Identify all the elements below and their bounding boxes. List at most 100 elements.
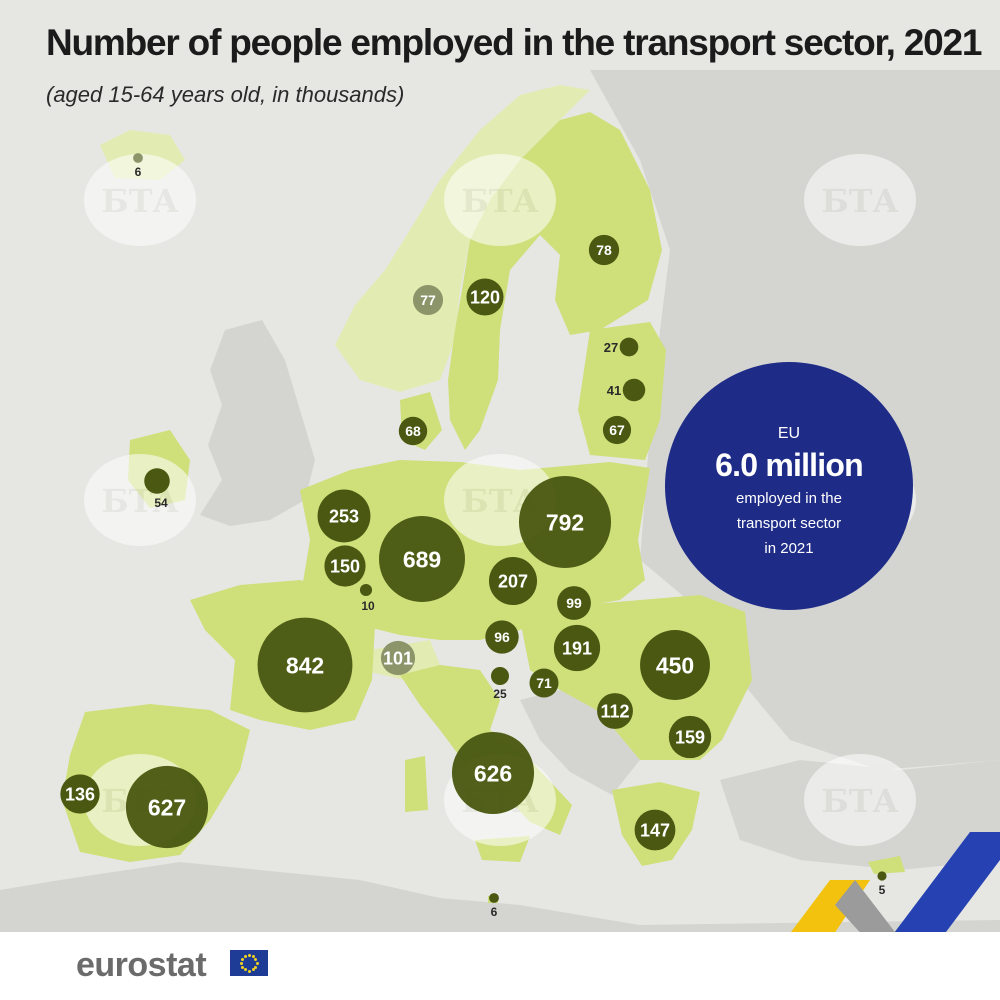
footer [0,932,1000,1000]
bubble-value-label: 54 [154,496,168,510]
watermark-9: БТА [804,754,916,846]
map-bubble: 99 [557,586,591,620]
bubble-marker [125,765,209,849]
bubble-marker [602,415,632,445]
map-bubble: 120 [466,278,504,316]
map-bubble: 792 [518,475,612,569]
bubble-value-label: 792 [546,509,584,535]
eurostat-logo: eurostat [76,946,207,984]
map-bubble: 159 [668,715,712,759]
flag-star [251,954,255,958]
bubble-layer: 6 78 77 120 27 41 67 68 54 253 150 10 689 792 207 99 96 1… [60,153,887,919]
bubble-marker [588,234,620,266]
bubble-value-label: 842 [286,652,324,678]
bubble-marker [553,624,601,672]
bubble-marker [877,871,887,881]
uk-land [200,320,315,526]
map-bubble: 5 [877,871,887,897]
bubble-marker [619,337,639,357]
bubble-marker [489,893,499,903]
map-bubble: 450 [640,630,710,700]
map-bubble: 191 [553,624,601,672]
bubble-value-label: 207 [498,571,528,591]
bubble-value-label: 627 [148,794,186,820]
balkans-land [520,690,640,795]
bubble-value-label: 41 [607,383,621,398]
map-bubble: 10 [359,583,375,613]
bubble-marker [379,516,465,602]
watermark-3: БТА [804,154,916,246]
bubble-marker [60,774,100,814]
bubble-value-label: 112 [600,701,629,721]
bubble-value-label: 159 [675,727,705,747]
eu-total-value: 6.0 million [715,447,863,483]
bubble-value-label: 253 [329,506,359,526]
bubble-marker [640,630,710,700]
map-bubble: 627 [125,765,209,849]
bubble-marker [557,586,591,620]
bubble-value-label: 27 [604,340,618,355]
watermark-text: БТА [821,182,898,220]
map-bubble: 101 [380,640,416,676]
sardinia-land [405,756,428,812]
map-bubble: 67 [602,415,632,445]
bubble-marker [485,620,519,654]
bubble-value-label: 450 [656,652,694,678]
bubble-value-label: 68 [405,423,421,439]
eu-total-circle: EU 6.0 million employed in the transport… [665,362,913,610]
map-bubble: 207 [488,556,538,606]
bubble-value-label: 689 [403,546,441,572]
norway-land [335,85,590,392]
map-bubble: 68 [398,416,428,446]
map-bubble: 54 [144,468,170,510]
map-bubble: 96 [485,620,519,654]
bubble-marker [412,284,444,316]
bubble-value-label: 67 [609,422,625,438]
flag-star [240,965,244,969]
watermark-1: БТА [84,154,196,246]
bubble-marker [359,583,373,597]
bubble-marker [668,715,712,759]
flag-star [240,957,244,961]
bubble-value-label: 96 [494,629,510,645]
bubble-value-label: 191 [562,638,592,658]
map-bubble: 136 [60,774,100,814]
map-bubble: 71 [529,668,559,698]
baltic-land [578,322,666,460]
bubble-marker [488,556,538,606]
bubble-marker [466,278,504,316]
flag-star [254,965,258,969]
bubble-marker [133,153,143,163]
watermark-text: БТА [101,182,178,220]
bubble-value-label: 147 [640,820,670,840]
flag-star [243,954,247,958]
page-subtitle: (aged 15-64 years old, in thousands) [46,82,405,107]
map-bubble: 77 [412,284,444,316]
eu-flag-icon [230,950,268,976]
eu-total-caption-line1: employed in the [736,490,842,507]
bubble-value-label: 77 [420,292,436,308]
eu-total-label: EU [778,425,800,442]
page-title: Number of people employed in the transpo… [46,22,982,63]
flag-star [251,968,255,972]
map-bubble: 78 [588,234,620,266]
map-bubble: 147 [634,809,676,851]
bubble-value-label: 99 [566,595,582,611]
bubble-value-label: 101 [383,648,413,668]
eu-total-caption-line2: transport sector [737,515,841,532]
ribbon-blue [885,832,1000,960]
map-bubble: 253 [317,489,371,543]
flag-star [255,961,259,965]
flag-star [247,953,251,957]
bubble-value-label: 78 [596,242,612,258]
bubble-marker [380,640,416,676]
map-bubble: 112 [597,693,633,729]
bubble-marker [622,378,646,402]
map-bubble: 41 [607,378,646,402]
north-africa-land [0,862,1000,935]
watermark-4: БТА [84,454,196,546]
watermark-text: БТА [461,182,538,220]
flag-star [247,969,251,973]
bubble-value-label: 150 [330,556,360,576]
bubble-value-label: 6 [135,165,142,179]
